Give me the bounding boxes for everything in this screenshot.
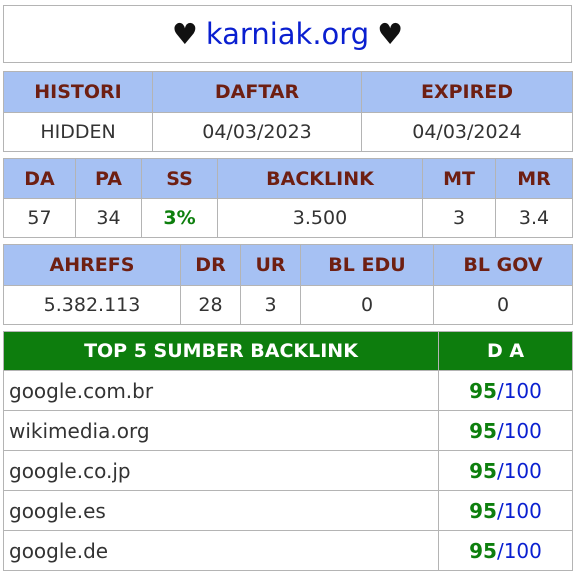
dr-value: 28 [181,286,241,325]
pa-value: 34 [76,199,142,238]
da-separator: / [497,499,504,523]
da-score: 95 [469,379,497,403]
mt-value: 3 [423,199,496,238]
top-sources-header: TOP 5 SUMBER BACKLINK [4,332,439,371]
backlink-source[interactable]: google.com.br [4,371,439,411]
bl-gov-value: 0 [434,286,573,325]
top-backlinks-table: TOP 5 SUMBER BACKLINK D A google.com.br … [3,331,572,571]
da-separator: / [497,419,504,443]
table-row: google.de 95/100 [4,531,573,571]
history-value: HIDDEN [4,113,153,152]
da-max: 100 [504,379,542,403]
backlink-source[interactable]: wikimedia.org [4,411,439,451]
da-score: 95 [469,459,497,483]
backlink-da: 95/100 [439,451,573,491]
da-column-header: D A [439,332,573,371]
ss-header: SS [142,159,218,199]
registered-date: 04/03/2023 [153,113,362,152]
ur-header: UR [241,245,301,286]
da-value: 57 [4,199,76,238]
backlink-da: 95/100 [439,531,573,571]
da-max: 100 [504,539,542,563]
backlink-da: 95/100 [439,491,573,531]
pa-header: PA [76,159,142,199]
da-score: 95 [469,499,497,523]
da-separator: / [497,539,504,563]
table-row: wikimedia.org 95/100 [4,411,573,451]
heart-left-icon: ♥ [172,17,198,51]
da-score: 95 [469,419,497,443]
table-row: google.com.br 95/100 [4,371,573,411]
ur-value: 3 [241,286,301,325]
ss-value: 3% [142,199,218,238]
mr-value: 3.4 [496,199,573,238]
backlink-source[interactable]: google.co.jp [4,451,439,491]
da-max: 100 [504,459,542,483]
heart-right-icon: ♥ [377,17,403,51]
ahrefs-header: AHREFS [4,245,181,286]
backlink-value: 3.500 [218,199,423,238]
metrics-table: DA PA SS BACKLINK MT MR 57 34 3% 3.500 3… [3,158,572,238]
da-max: 100 [504,419,542,443]
mr-header: MR [496,159,573,199]
registered-header: DAFTAR [153,72,362,113]
backlink-header: BACKLINK [218,159,423,199]
bl-edu-value: 0 [301,286,434,325]
table-row: google.co.jp 95/100 [4,451,573,491]
backlink-da: 95/100 [439,411,573,451]
table-row: google.es 95/100 [4,491,573,531]
expired-header: EXPIRED [362,72,573,113]
mt-header: MT [423,159,496,199]
da-score: 95 [469,539,497,563]
backlink-source[interactable]: google.de [4,531,439,571]
history-header: HISTORI [4,72,153,113]
ahrefs-value: 5.382.113 [4,286,181,325]
da-header: DA [4,159,76,199]
expired-date: 04/03/2024 [362,113,573,152]
dr-header: DR [181,245,241,286]
ahrefs-table: AHREFS DR UR BL EDU BL GOV 5.382.113 28 … [3,244,572,325]
backlink-source[interactable]: google.es [4,491,439,531]
da-separator: / [497,459,504,483]
site-title-box: ♥ karniak.org ♥ [3,5,572,63]
backlink-da: 95/100 [439,371,573,411]
bl-gov-header: BL GOV [434,245,573,286]
da-separator: / [497,379,504,403]
bl-edu-header: BL EDU [301,245,434,286]
domain-name[interactable]: karniak.org [206,17,369,51]
history-table: HISTORI DAFTAR EXPIRED HIDDEN 04/03/2023… [3,71,572,152]
da-max: 100 [504,499,542,523]
